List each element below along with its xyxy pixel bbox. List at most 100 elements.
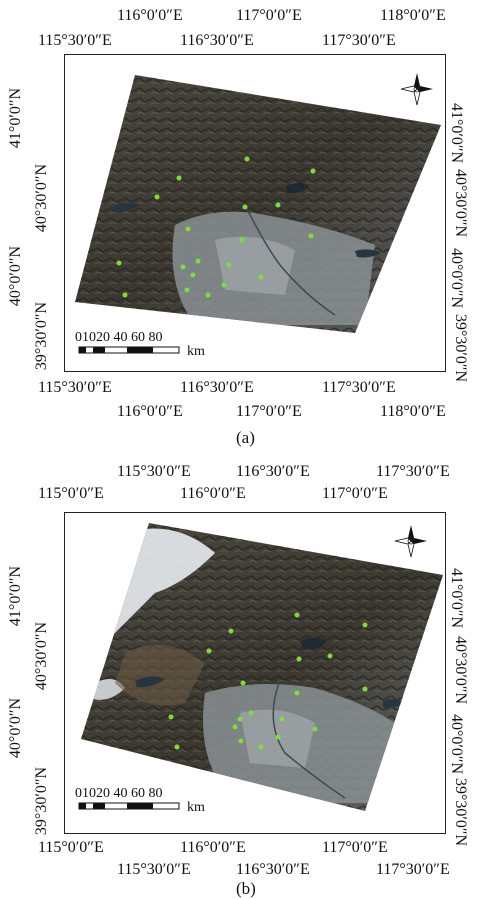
north-arrow-icon bbox=[400, 73, 433, 106]
site-marker bbox=[362, 622, 368, 628]
bottom-lon-label: 116°30′0″E bbox=[236, 861, 310, 878]
sampling-sites bbox=[168, 612, 368, 750]
top-lon-label: 116°0′0″E bbox=[117, 7, 183, 24]
bottom-lon-label: 116°0′0″E bbox=[117, 403, 183, 420]
site-marker bbox=[176, 175, 182, 181]
bottom-lon-label: 115°0′0″E bbox=[38, 839, 104, 856]
panel-caption: (b) bbox=[236, 879, 256, 898]
site-marker bbox=[184, 287, 190, 293]
site-marker bbox=[294, 612, 300, 618]
top-lon-label: 118°0′0″E bbox=[380, 7, 446, 24]
bottom-lon-label: 117°30′0″E bbox=[322, 379, 396, 396]
bottom-lon-label: 115°30′0″E bbox=[117, 861, 191, 878]
site-marker bbox=[239, 237, 245, 243]
top-lon-label: 115°0′0″E bbox=[38, 485, 104, 502]
right-lat-label: 40°30′0″N bbox=[452, 635, 470, 705]
scale-bar bbox=[78, 802, 180, 810]
site-marker bbox=[308, 233, 314, 239]
reservoir bbox=[355, 249, 381, 258]
site-marker bbox=[226, 262, 232, 268]
bottom-lon-label: 116°30′0″E bbox=[180, 379, 254, 396]
site-marker bbox=[221, 282, 227, 288]
reservoir bbox=[383, 699, 405, 708]
right-lat-label: 40°0′0″N bbox=[448, 713, 466, 775]
site-marker bbox=[362, 686, 368, 692]
site-marker bbox=[180, 264, 186, 270]
site-marker bbox=[275, 734, 281, 740]
site-marker bbox=[116, 260, 122, 266]
site-marker bbox=[206, 648, 212, 654]
left-lat-label: 41°0′0″N bbox=[7, 87, 25, 149]
map-frame: 01020 40 60 80 km bbox=[64, 54, 446, 372]
site-marker bbox=[240, 680, 246, 686]
site-marker bbox=[312, 726, 318, 732]
right-lat-label: 41°0′0″N bbox=[448, 567, 466, 629]
site-marker bbox=[327, 653, 333, 659]
panel-caption: (a) bbox=[236, 428, 255, 447]
map-frame: 01020 40 60 80 km bbox=[64, 512, 446, 834]
scale-unit: km bbox=[187, 344, 205, 359]
top-lon-label: 115°30′0″E bbox=[38, 32, 112, 49]
bottom-lon-label: 117°0′0″E bbox=[322, 839, 388, 856]
sampling-sites bbox=[116, 156, 316, 298]
right-lat-label: 40°0′0″N bbox=[448, 247, 466, 309]
site-marker bbox=[174, 744, 180, 750]
site-marker bbox=[258, 274, 264, 280]
top-lon-label: 117°0′0″E bbox=[322, 485, 388, 502]
site-marker bbox=[242, 204, 248, 210]
right-lat-label: 41°0′0″N bbox=[448, 102, 466, 164]
site-marker bbox=[237, 716, 243, 722]
left-lat-label: 40°0′0″N bbox=[7, 697, 25, 759]
site-marker bbox=[228, 628, 234, 634]
site-marker bbox=[154, 194, 160, 200]
top-lon-label: 116°30′0″E bbox=[180, 32, 254, 49]
site-marker bbox=[296, 656, 302, 662]
scale-unit: km bbox=[187, 800, 205, 815]
top-lon-label: 116°30′0″E bbox=[236, 463, 310, 480]
bottom-lon-label: 117°30′0″E bbox=[376, 861, 450, 878]
north-arrow-icon bbox=[394, 525, 427, 558]
bottom-lon-label: 117°0′0″E bbox=[236, 403, 302, 420]
site-marker bbox=[195, 258, 201, 264]
site-marker bbox=[205, 292, 211, 298]
site-marker bbox=[310, 168, 316, 174]
scale-numbers: 01020 40 60 80 bbox=[75, 330, 163, 345]
left-lat-label: 40°0′0″N bbox=[7, 245, 25, 307]
scale-numbers: 01020 40 60 80 bbox=[75, 786, 163, 801]
left-lat-label: 39°30′0″N bbox=[33, 766, 51, 836]
map-panel-a: 116°0′0″E 117°0′0″E 118°0′0″E 115°30′0″E… bbox=[0, 0, 493, 448]
top-lon-label: 115°30′0″E bbox=[117, 463, 191, 480]
site-marker bbox=[279, 716, 285, 722]
right-lat-label: 39°30′0″N bbox=[452, 313, 470, 383]
site-marker bbox=[275, 202, 281, 208]
map-panel-b: 115°30′0″E 116°30′0″E 117°30′0″E 115°0′0… bbox=[0, 448, 493, 899]
top-lon-label: 117°30′0″E bbox=[376, 463, 450, 480]
reservoir bbox=[285, 182, 309, 194]
site-marker bbox=[248, 710, 254, 716]
top-lon-label: 117°30′0″E bbox=[322, 32, 396, 49]
left-lat-label: 39°30′0″N bbox=[33, 301, 51, 371]
left-lat-label: 41°0′0″N bbox=[7, 565, 25, 627]
top-lon-label: 117°0′0″E bbox=[236, 7, 302, 24]
site-marker bbox=[238, 738, 244, 744]
site-marker bbox=[190, 272, 196, 278]
site-marker bbox=[294, 690, 300, 696]
reservoir bbox=[135, 676, 165, 688]
site-marker bbox=[258, 744, 264, 750]
top-lon-label: 116°0′0″E bbox=[180, 485, 246, 502]
left-lat-label: 40°30′0″N bbox=[33, 163, 51, 233]
bottom-lon-label: 118°0′0″E bbox=[380, 403, 446, 420]
scale-bar bbox=[78, 346, 180, 354]
left-lat-label: 40°30′0″N bbox=[33, 621, 51, 691]
site-marker bbox=[168, 714, 174, 720]
right-lat-label: 40°30′0″N bbox=[452, 168, 470, 238]
satellite-image bbox=[75, 73, 441, 354]
bottom-lon-label: 115°30′0″E bbox=[38, 379, 112, 396]
right-lat-label: 39°30′0″N bbox=[452, 777, 470, 847]
reservoir bbox=[110, 202, 140, 213]
site-marker bbox=[244, 156, 250, 162]
bottom-lon-label: 116°0′0″E bbox=[180, 839, 246, 856]
satellite-image bbox=[78, 523, 443, 811]
site-marker bbox=[232, 724, 238, 730]
site-marker bbox=[122, 292, 128, 298]
